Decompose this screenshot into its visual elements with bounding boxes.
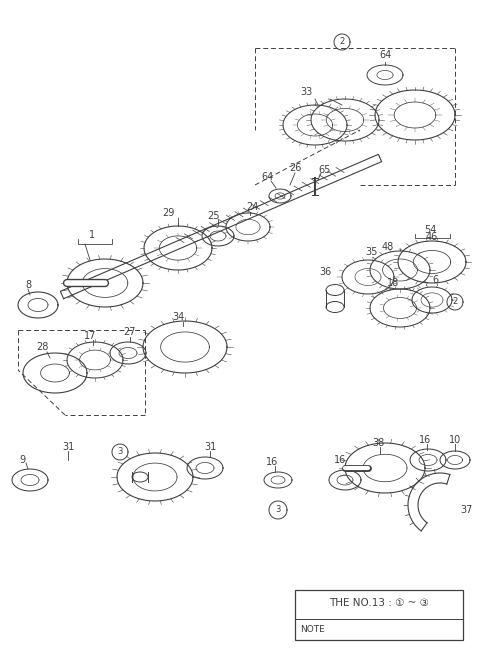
Text: 10: 10 [449, 435, 461, 445]
Text: 33: 33 [300, 87, 312, 97]
Text: 65: 65 [319, 165, 331, 175]
Text: 17: 17 [84, 331, 96, 341]
Text: 28: 28 [36, 342, 48, 352]
Text: 54: 54 [424, 225, 436, 235]
Text: 6: 6 [432, 275, 438, 285]
Text: 3: 3 [117, 447, 123, 457]
Text: 1: 1 [89, 230, 95, 240]
Text: 29: 29 [162, 208, 174, 218]
Text: 27: 27 [124, 327, 136, 337]
Text: 24: 24 [246, 202, 258, 212]
Text: 37: 37 [460, 505, 472, 515]
Text: 35: 35 [366, 247, 378, 257]
Text: 64: 64 [262, 172, 274, 182]
Text: 3: 3 [276, 506, 281, 514]
Text: 9: 9 [19, 455, 25, 465]
Text: 16: 16 [419, 435, 431, 445]
Text: 16: 16 [266, 457, 278, 467]
Text: THE NO.13 : ① ~ ③: THE NO.13 : ① ~ ③ [329, 597, 429, 607]
Text: 2: 2 [339, 37, 345, 47]
Text: 34: 34 [172, 312, 184, 322]
Text: NOTE: NOTE [300, 626, 325, 635]
Text: 31: 31 [62, 442, 74, 452]
Text: 38: 38 [372, 438, 384, 448]
Text: 31: 31 [204, 442, 216, 452]
Text: 8: 8 [25, 280, 31, 290]
Text: 16: 16 [334, 455, 346, 465]
Text: 36: 36 [319, 267, 331, 277]
Text: 46: 46 [426, 232, 438, 242]
Text: 2: 2 [452, 297, 457, 307]
Text: 48: 48 [382, 242, 394, 252]
Text: 26: 26 [289, 163, 301, 173]
Text: 64: 64 [379, 50, 391, 60]
Text: 25: 25 [207, 211, 219, 221]
Text: 18: 18 [387, 278, 399, 288]
